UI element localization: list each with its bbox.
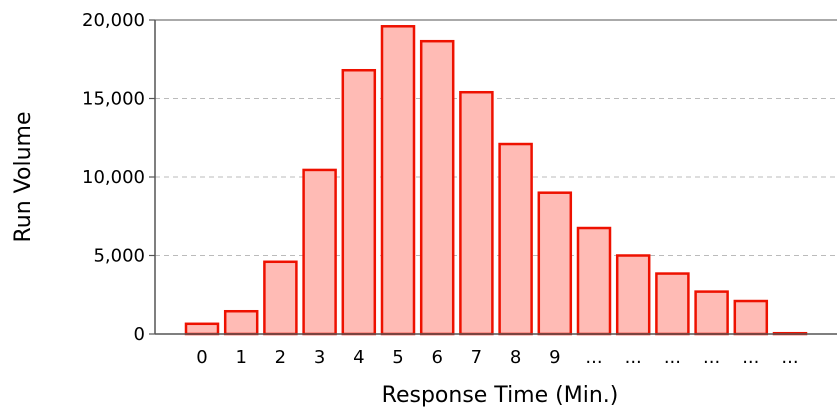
x-tick-label: 8	[510, 347, 521, 368]
x-tick-label: 1	[235, 347, 246, 368]
bar	[184, 322, 220, 336]
y-tick-label: 10,000	[82, 167, 145, 188]
x-tick-label: 4	[353, 347, 364, 368]
bar	[380, 25, 416, 336]
x-tick-label: ...	[742, 347, 759, 368]
x-tick-label: ...	[703, 347, 720, 368]
axes	[149, 19, 837, 335]
x-tick-labels: 0 1 2 3 4 5 6 7 8 9..................	[196, 347, 798, 368]
bar	[223, 309, 259, 336]
bar	[419, 39, 455, 336]
x-tick-label: ...	[781, 347, 798, 368]
bar	[459, 90, 494, 336]
bars	[184, 25, 808, 336]
bar	[733, 299, 769, 336]
y-tick-label: 20,000	[82, 10, 145, 31]
y-tick-label: 15,000	[82, 89, 145, 110]
bar	[498, 142, 533, 336]
y-tick-label: 5,000	[93, 246, 145, 267]
x-tick-label: 0	[196, 347, 207, 368]
x-tick-label: 6	[431, 347, 442, 368]
bar	[341, 68, 377, 336]
x-tick-label: ...	[585, 347, 602, 368]
bar	[263, 260, 298, 336]
y-axis-title: Run Volume	[11, 111, 36, 242]
y-tick-labels: 0 5,000 10,000 15,000 20,000	[82, 10, 145, 345]
bar	[655, 272, 690, 336]
x-tick-label: 2	[275, 347, 286, 368]
bar	[576, 226, 612, 336]
x-tick-label: 9	[549, 347, 560, 368]
x-tick-label: 7	[471, 347, 482, 368]
bar	[302, 168, 337, 336]
grid-lines	[155, 19, 837, 256]
x-tick-label: ...	[625, 347, 642, 368]
x-tick-label: 5	[392, 347, 403, 368]
bar	[615, 254, 651, 336]
bar	[694, 290, 729, 336]
x-tick-label: 3	[314, 347, 325, 368]
x-tick-label: ...	[664, 347, 681, 368]
x-axis-title: Response Time (Min.)	[382, 383, 619, 408]
y-tick-label: 0	[134, 324, 145, 345]
bar	[537, 191, 573, 336]
